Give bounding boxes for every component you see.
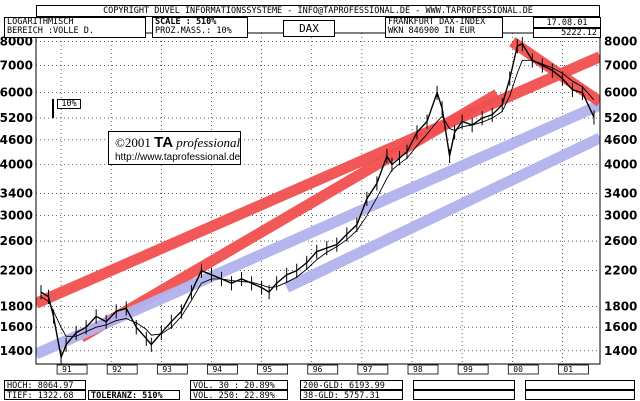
x-tick-label: 95 — [263, 365, 273, 374]
logo-title: ©2001 TA professional — [115, 134, 240, 151]
y-tick-right: 6000 — [604, 86, 637, 100]
last-price: 5222.12 — [561, 28, 597, 38]
date-box: 17.08.01 — [533, 17, 601, 28]
y-tick-right: 4000 — [604, 158, 637, 172]
trend-channel-2 — [78, 89, 501, 343]
symbol-box: DAX — [283, 20, 335, 37]
x-tick-box — [156, 364, 188, 375]
x-tick-box — [457, 364, 489, 375]
y-tick-right: 1600 — [604, 320, 637, 334]
y-tick-left: 4600 — [0, 133, 33, 147]
y-tick-right: 4600 — [604, 133, 637, 147]
trend-channels — [36, 37, 600, 360]
exchange-label: FRANKFURT DAX-INDEX — [388, 17, 486, 27]
scale-marker-box: 10% — [57, 99, 81, 109]
symbol-label: DAX — [299, 22, 319, 35]
last-price-box: 5222.12 — [533, 28, 601, 38]
x-tick-box — [407, 364, 439, 375]
x-tick-label: 94 — [212, 365, 222, 374]
y-tick-left: 3000 — [0, 209, 33, 223]
x-tick-box — [357, 364, 389, 375]
x-tick-label: 00 — [513, 365, 523, 374]
range-label: BEREICH :VOLLE D. — [7, 26, 94, 36]
x-tick-label: 99 — [463, 365, 473, 374]
logo-copyright: ©2001 — [115, 135, 155, 150]
x-tick-box — [257, 364, 289, 375]
y-tick-left: 2200 — [0, 264, 33, 278]
scale-type-panel: LOGARITHMISCH BEREICH :VOLLE D. — [4, 17, 146, 38]
x-tick-label: 91 — [62, 365, 72, 374]
x-tick-box — [507, 364, 539, 375]
y-tick-left: 2600 — [0, 234, 33, 248]
stat-toleranz: TOLERANZ: 510% — [88, 390, 180, 401]
y-tick-left: 1400 — [0, 344, 33, 358]
y-tick-right: 5200 — [604, 111, 637, 125]
y-tick-left: 1600 — [0, 320, 33, 334]
stat-tief: TIEF: 1322.68 — [4, 390, 86, 401]
y-tick-right: 1800 — [604, 299, 637, 313]
y-tick-right: 8000 — [604, 35, 637, 49]
y-tick-right: 2600 — [604, 234, 637, 248]
x-tick-box — [106, 364, 138, 375]
trend-channel-3 — [36, 99, 600, 360]
y-tick-right: 1400 — [604, 344, 637, 358]
y-tick-left: 7000 — [0, 58, 33, 72]
price-line — [40, 43, 595, 360]
x-tick-box — [56, 364, 88, 375]
logo-url: http://www.taprofessional.de — [115, 152, 241, 163]
y-tick-right: 2200 — [604, 264, 637, 278]
copyright-bar: COPYRIGHT DUVEL INFORMATIONSSYSTEME - IN… — [36, 5, 600, 17]
y-tick-left: 5200 — [0, 111, 33, 125]
scale-type: LOGARITHMISCH — [7, 17, 74, 27]
y-tick-left: 8000 — [0, 35, 33, 49]
y-tick-left: 1800 — [0, 299, 33, 313]
y-tick-right: 3000 — [604, 209, 637, 223]
price-series — [40, 36, 595, 364]
scale-marker-bar — [52, 99, 54, 118]
stat-empty-4 — [525, 390, 635, 400]
trend-channel-4 — [284, 132, 600, 293]
x-tick-label: 96 — [313, 365, 323, 374]
stat-hoch: HOCH: 8064.97 — [4, 380, 86, 391]
copyright-text: COPYRIGHT DUVEL INFORMATIONSSYSTEME - IN… — [103, 6, 533, 16]
y-tick-left: 6000 — [0, 86, 33, 100]
stat-empty-3 — [525, 380, 635, 390]
stat-empty-2 — [413, 390, 515, 400]
scale-label: SCALE : 510% — [155, 17, 217, 27]
trend-channel-1 — [36, 51, 600, 309]
prozmass-label: PROZ.MASS.: 10% — [155, 26, 232, 36]
y-tick-right: 7000 — [604, 58, 637, 72]
wkn-label: WKN 846900 IN EUR — [388, 26, 475, 36]
x-tick-box — [307, 364, 339, 375]
x-tick-label: 98 — [413, 365, 423, 374]
y-axis-ticks: 1400 1400 1600 1600 1800 1800 2200 2200 2600 2600… — [0, 35, 637, 358]
stat-empty-1 — [413, 380, 515, 390]
stat-gld200: 200-GLD: 6193.99 — [300, 380, 403, 391]
stat-gld38: 38-GLD: 5757.31 — [300, 390, 403, 401]
x-tick-box — [207, 364, 238, 375]
y-tick-right: 3400 — [604, 186, 637, 200]
x-tick-label: 01 — [563, 365, 573, 374]
stat-vol30: VOL. 30 : 20.89% — [190, 380, 288, 391]
x-tick-box — [558, 364, 589, 375]
y-tick-left: 3400 — [0, 186, 33, 200]
x-tick-label: 97 — [363, 365, 373, 374]
logo-professional: professional — [173, 135, 241, 150]
logo-brand: TA — [154, 134, 174, 151]
scale-marker-label: 10% — [61, 99, 77, 109]
y-tick-left: 4000 — [0, 158, 33, 172]
x-tick-label: 92 — [112, 365, 122, 374]
scale-panel: SCALE : 510% PROZ.MASS.: 10% — [152, 17, 248, 38]
moving-average-line — [40, 59, 595, 337]
x-axis-ticks: 91 92 93 94 95 96 97 98 99 00 01 — [56, 364, 589, 375]
exchange-panel: FRANKFURT DAX-INDEX WKN 846900 IN EUR — [385, 17, 503, 38]
ta-professional-logo: ©2001 TA professional http://www.taprofe… — [108, 131, 241, 165]
x-tick-label: 93 — [162, 365, 172, 374]
stat-vol250: VOL. 250: 22.89% — [190, 390, 288, 401]
date-label: 17.08.01 — [546, 18, 588, 28]
